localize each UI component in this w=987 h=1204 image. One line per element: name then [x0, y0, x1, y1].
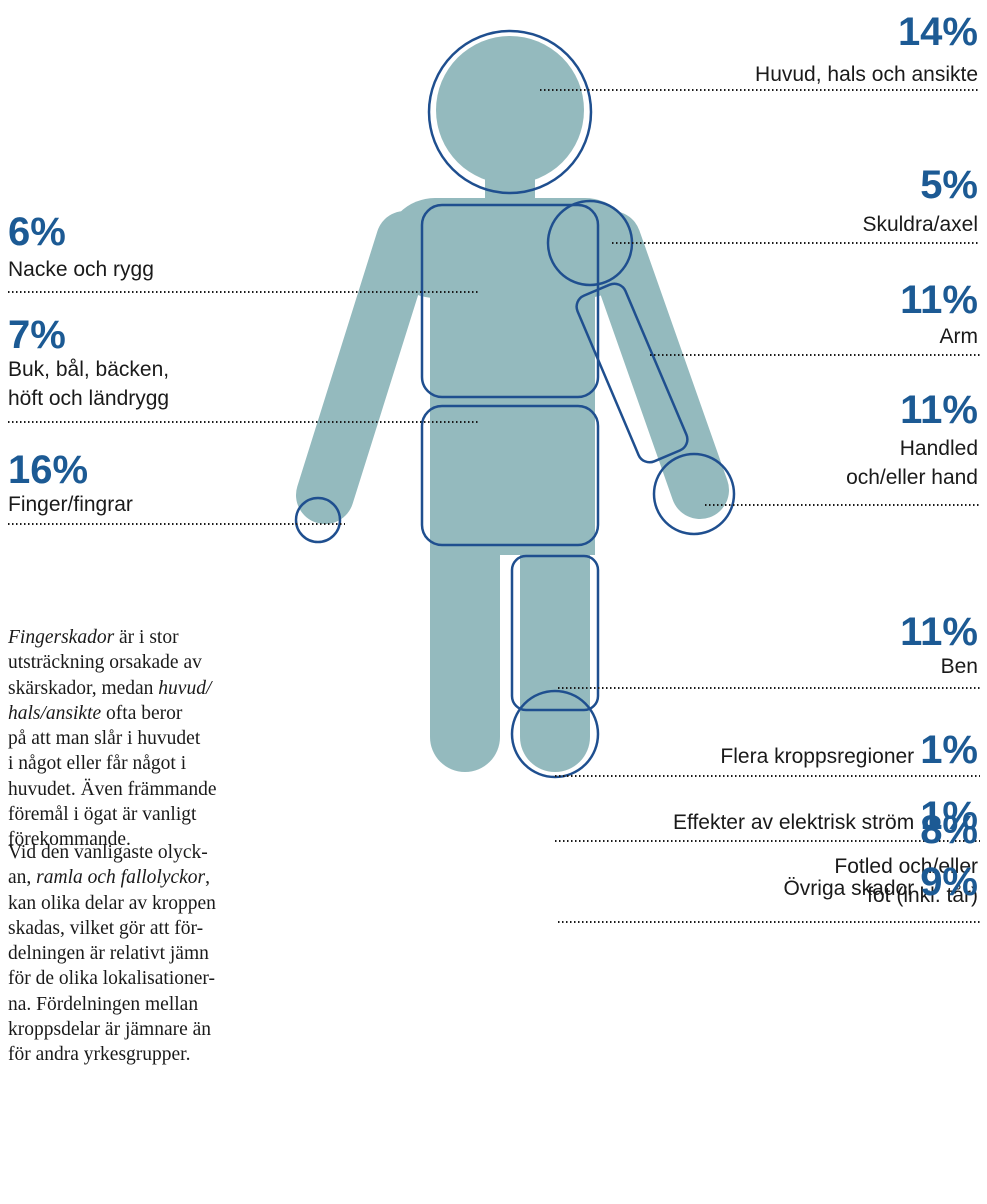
- region-label: Handled och/eller hand: [846, 434, 978, 492]
- text-run: skadas, vilket gör att för-: [8, 918, 203, 939]
- text-run: hals/ansikte: [8, 703, 101, 724]
- text-line: huvudet. Även främmande: [8, 777, 216, 802]
- other-region: Effekter av elektrisk ström 1%: [673, 794, 978, 838]
- region-label: Arm: [940, 322, 979, 351]
- region-label: Finger/fingrar: [8, 490, 133, 519]
- text-run: utsträckning orsakade av: [8, 652, 202, 673]
- text-run: kroppsdelar är jämnare än: [8, 1019, 211, 1040]
- region-label: Skuldra/axel: [862, 210, 978, 239]
- text-line: på att man slår i huvudet: [8, 726, 216, 751]
- text-run: Vid den vanligaste olyck-: [8, 842, 208, 863]
- region-label: Effekter av elektrisk ström: [673, 811, 914, 834]
- text-line: Fingerskador är i stor: [8, 625, 216, 650]
- text-run: föremål i ögat är vanligt: [8, 804, 196, 825]
- text-line: skadas, vilket gör att för-: [8, 916, 216, 941]
- paragraph: Vid den vanligaste olyck-an, ramla och f…: [8, 840, 216, 1068]
- text-run: delningen är relativt jämn: [8, 943, 209, 964]
- text-run: för de olika lokalisationer-: [8, 968, 215, 989]
- region-label: Ben: [941, 652, 978, 681]
- text-run: i något eller får något i: [8, 753, 186, 774]
- region-percent: 11%: [900, 610, 978, 654]
- text-run: på att man slår i huvudet: [8, 728, 200, 749]
- region-label: Nacke och rygg: [8, 255, 154, 284]
- region-percent: 11%: [900, 388, 978, 432]
- text-run: ofta beror: [101, 703, 182, 724]
- text-run: na. Fördelningen mellan: [8, 994, 198, 1015]
- text-run: skärskador, medan: [8, 678, 158, 699]
- other-region: Övriga skador 9%: [783, 860, 978, 904]
- text-run: är i stor: [114, 627, 178, 648]
- text-line: för de olika lokalisationer-: [8, 966, 216, 991]
- region-percent: 14%: [898, 10, 978, 54]
- text-line: kroppsdelar är jämnare än: [8, 1017, 216, 1042]
- region-label: Övriga skador: [783, 877, 914, 900]
- text-run: ,: [205, 867, 210, 888]
- region-label: Huvud, hals och ansikte: [755, 60, 978, 89]
- text-run: ramla och fallolyckor: [36, 867, 205, 888]
- region-percent: 6%: [8, 210, 66, 254]
- text-run: för andra yrkesgrupper.: [8, 1044, 190, 1065]
- page: 14% Huvud, hals och ansikte 5% Skuldra/axel…: [0, 0, 987, 1204]
- text-line: föremål i ögat är vanligt: [8, 802, 216, 827]
- region-percent: 1%: [920, 794, 978, 838]
- other-region: Flera kroppsregioner 1%: [720, 728, 978, 772]
- text-line: an, ramla och fallolyckor,: [8, 865, 216, 890]
- region-percent: 11%: [900, 278, 978, 322]
- text-run: huvudet. Även främmande: [8, 779, 216, 800]
- text-line: hals/ansikte ofta beror: [8, 701, 216, 726]
- text-line: för andra yrkesgrupper.: [8, 1042, 216, 1067]
- region-label: Flera kroppsregioner: [720, 745, 914, 768]
- text-run: Fingerskador: [8, 627, 114, 648]
- region-percent: 9%: [920, 860, 978, 904]
- text-line: kan olika delar av kroppen: [8, 891, 216, 916]
- text-line: i något eller får något i: [8, 751, 216, 776]
- region-percent: 1%: [920, 728, 978, 772]
- text-line: delningen är relativt jämn: [8, 941, 216, 966]
- text-run: an,: [8, 867, 36, 888]
- region-percent: 7%: [8, 313, 66, 357]
- region-percent: 16%: [8, 448, 88, 492]
- text-line: utsträckning orsakade av: [8, 650, 216, 675]
- text-run: huvud/: [158, 678, 211, 699]
- text-run: kan olika delar av kroppen: [8, 893, 216, 914]
- region-percent: 5%: [920, 163, 978, 207]
- region-label: Buk, bål, bäcken, höft och ländrygg: [8, 355, 169, 413]
- text-line: Vid den vanligaste olyck-: [8, 840, 216, 865]
- text-line: na. Fördelningen mellan: [8, 992, 216, 1017]
- text-line: skärskador, medan huvud/: [8, 676, 216, 701]
